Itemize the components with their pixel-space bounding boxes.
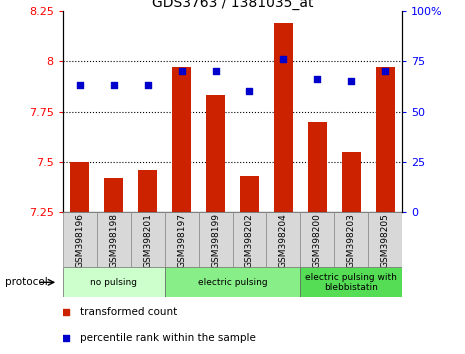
Point <box>76 82 83 88</box>
Point <box>62 335 70 341</box>
Point <box>110 82 117 88</box>
Bar <box>300 267 402 297</box>
Point <box>178 68 185 74</box>
Bar <box>165 267 300 297</box>
Text: GSM398201: GSM398201 <box>143 213 152 268</box>
Bar <box>104 178 123 212</box>
Point <box>279 56 287 62</box>
Bar <box>165 212 199 267</box>
Bar <box>138 170 157 212</box>
Text: percentile rank within the sample: percentile rank within the sample <box>80 332 256 343</box>
Bar <box>300 212 334 267</box>
Bar <box>172 67 191 212</box>
Text: GSM398198: GSM398198 <box>109 213 118 268</box>
Bar <box>342 152 361 212</box>
Bar <box>97 212 131 267</box>
Title: GDS3763 / 1381035_at: GDS3763 / 1381035_at <box>152 0 313 10</box>
Point <box>381 68 389 74</box>
Text: GSM398204: GSM398204 <box>279 213 288 268</box>
Text: GSM398199: GSM398199 <box>211 213 220 268</box>
Point <box>313 76 321 82</box>
Text: GSM398196: GSM398196 <box>75 213 84 268</box>
Text: GSM398200: GSM398200 <box>313 213 322 268</box>
Bar <box>63 212 97 267</box>
Bar <box>376 67 395 212</box>
Text: GSM398205: GSM398205 <box>381 213 390 268</box>
Bar <box>368 212 402 267</box>
Bar <box>131 212 165 267</box>
Point <box>246 88 253 94</box>
Bar <box>232 212 266 267</box>
Text: GSM398197: GSM398197 <box>177 213 186 268</box>
Point <box>62 309 70 315</box>
Text: GSM398202: GSM398202 <box>245 213 254 268</box>
Bar <box>308 122 327 212</box>
Text: electric pulsing with
blebbistatin: electric pulsing with blebbistatin <box>306 273 397 292</box>
Bar <box>206 95 225 212</box>
Text: protocol: protocol <box>5 277 47 287</box>
Point <box>347 78 355 84</box>
Text: transformed count: transformed count <box>80 307 177 317</box>
Bar <box>274 23 293 212</box>
Bar <box>63 267 165 297</box>
Point <box>144 82 151 88</box>
Bar <box>240 176 259 212</box>
Bar <box>334 212 368 267</box>
Text: GSM398203: GSM398203 <box>347 213 356 268</box>
Bar <box>199 212 232 267</box>
Text: electric pulsing: electric pulsing <box>198 278 267 287</box>
Point <box>212 68 219 74</box>
Bar <box>266 212 300 267</box>
Bar <box>70 162 89 212</box>
Text: no pulsing: no pulsing <box>90 278 137 287</box>
